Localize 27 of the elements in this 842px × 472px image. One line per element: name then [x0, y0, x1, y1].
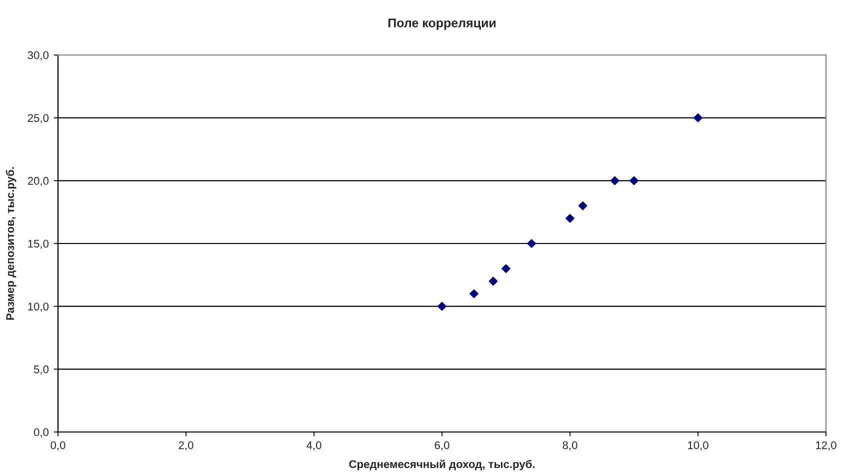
x-tick-label: 4,0 — [306, 441, 322, 450]
y-tick-label: 25,0 — [28, 114, 49, 124]
y-tick-label: 0,0 — [34, 428, 49, 438]
y-tick-label: 10,0 — [28, 302, 49, 312]
point — [488, 276, 498, 286]
y-tick-label: 20,0 — [28, 176, 49, 186]
point — [502, 264, 510, 274]
point — [694, 113, 702, 122]
point — [610, 176, 620, 186]
y-tick-label: 5,0 — [34, 365, 49, 375]
y-tick-label: 15,0 — [28, 240, 49, 249]
x-tick-label: 12,0 — [816, 441, 836, 450]
x-tick-label: 6,0 — [434, 441, 450, 450]
point — [566, 214, 574, 223]
point — [438, 302, 446, 311]
x-tick-label: 10,0 — [688, 441, 708, 450]
point — [630, 176, 638, 186]
chart-title: Поле корреляции — [388, 18, 496, 30]
x-tick-label: 2,0 — [178, 441, 194, 450]
x-tick-label: 8,0 — [562, 441, 578, 450]
y-axis-title: Размер депозитов, тыс.руб. — [6, 167, 16, 320]
x-tick-label: 0,0 — [50, 441, 66, 450]
point — [470, 289, 478, 298]
y-tick-label: 30,0 — [28, 51, 49, 60]
point — [527, 239, 536, 248]
x-axis-title: Среднемесячный доход, тыс.руб. — [349, 460, 535, 470]
point — [578, 201, 588, 210]
